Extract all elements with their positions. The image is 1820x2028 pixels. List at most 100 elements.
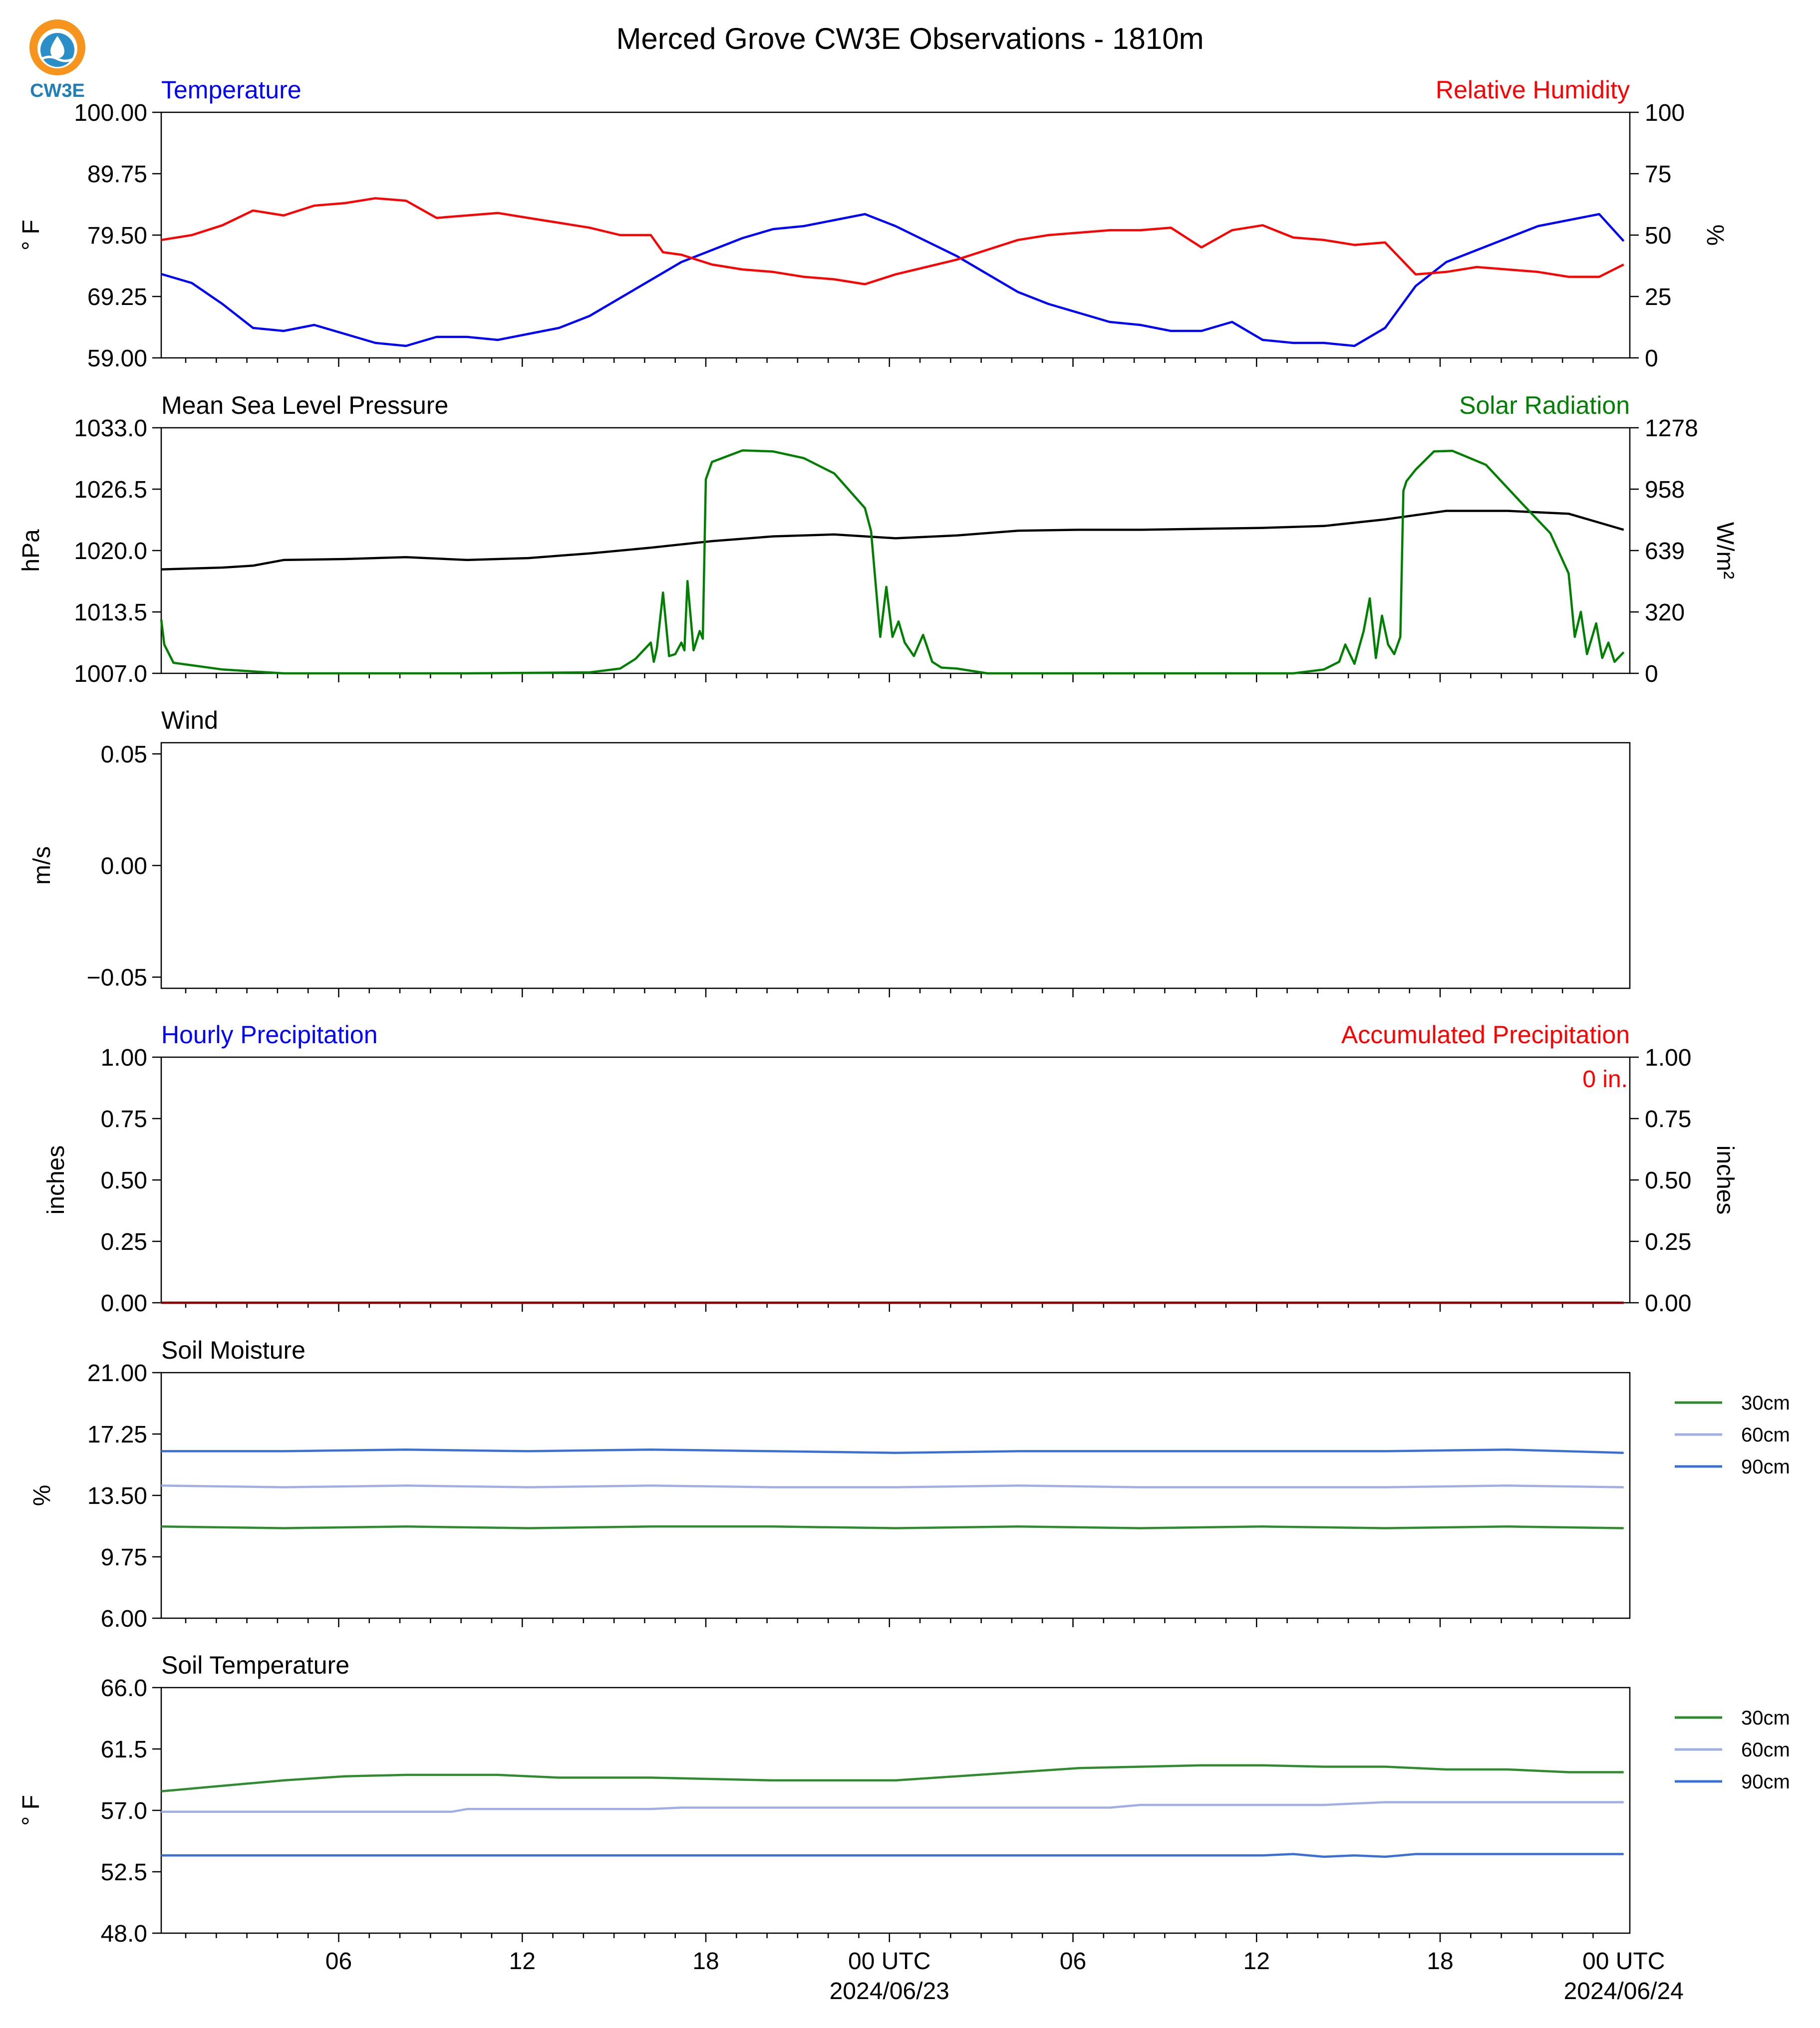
y-right-tick-label: 0 xyxy=(1645,345,1658,372)
y-tick-label: 21.00 xyxy=(87,1360,147,1387)
y-right-tick-label: 1278 xyxy=(1645,415,1698,442)
panel-title-left: Mean Sea Level Pressure xyxy=(161,391,448,419)
series-line-temperature xyxy=(161,213,1625,347)
panel-pressure_solar: Mean Sea Level Pressure Solar Radiation 10… xyxy=(18,391,1738,687)
y-tick-label: 1013.5 xyxy=(74,599,147,626)
logo-text: CW3E xyxy=(30,80,85,101)
y-tick-label: 0.00 xyxy=(101,853,147,879)
y-right-axis-label: inches xyxy=(1712,1146,1738,1215)
logo-drop-icon xyxy=(50,36,64,58)
panel-title-right: Solar Radiation xyxy=(1459,391,1630,419)
series-line-30cm xyxy=(161,1525,1624,1529)
time-axis-labels: 06 12 18 00 UTC 2024/06/23 06 12 18 00 UTC 2024/0… xyxy=(325,1948,1684,2005)
legend-label: 90cm xyxy=(1741,1456,1790,1478)
y-tick-label: 57.0 xyxy=(101,1798,147,1824)
y-tick-label: 1020.0 xyxy=(74,538,147,565)
y-tick-label: 79.50 xyxy=(87,223,147,249)
panel-title-right: Accumulated Precipitation xyxy=(1341,1021,1630,1049)
series-line-90cm xyxy=(161,1448,1624,1454)
y-right-tick-label: 639 xyxy=(1645,538,1685,565)
panels: Temperature Relative Humidity 100.00 89.75 7… xyxy=(18,76,1790,1947)
series-line-60cm xyxy=(161,1484,1624,1488)
y-tick-label: 1033.0 xyxy=(74,415,147,442)
y-tick-label: 89.75 xyxy=(87,161,147,188)
x-date-label: 2024/06/23 xyxy=(830,1978,949,2005)
y-tick-label: 52.5 xyxy=(101,1859,147,1886)
y-tick-label: 48.0 xyxy=(101,1921,147,1947)
y-axis-label: m/s xyxy=(29,846,55,884)
y-tick-label: 59.00 xyxy=(87,345,147,372)
y-axis-label: ° F xyxy=(18,1795,44,1826)
series-line-solar-radiation xyxy=(160,449,1625,675)
y-tick-label: 9.75 xyxy=(101,1544,147,1571)
panel-title-right: Relative Humidity xyxy=(1436,76,1630,104)
panel-soil_temperature: Soil Temperature 66.0 61.5 57.0 52.5 48.0 ° F 3… xyxy=(18,1651,1790,1947)
y-tick-label: 0.75 xyxy=(101,1106,147,1133)
y-tick-label: 1.00 xyxy=(101,1045,147,1071)
y-tick-label: 1007.0 xyxy=(74,661,147,687)
legend-label: 60cm xyxy=(1741,1739,1790,1761)
y-right-tick-label: 50 xyxy=(1645,223,1671,249)
panel-title-left: Hourly Precipitation xyxy=(161,1021,378,1049)
y-right-axis-label: % xyxy=(1702,225,1728,246)
panel-precip: Hourly Precipitation Accumulated Precipit… xyxy=(43,1021,1738,1317)
y-tick-label: 17.25 xyxy=(87,1422,147,1448)
legend-label: 30cm xyxy=(1741,1392,1790,1414)
y-right-tick-label: 75 xyxy=(1645,161,1671,188)
series-line-60cm xyxy=(161,1801,1624,1813)
legend-label: 30cm xyxy=(1741,1707,1790,1729)
y-axis-label: inches xyxy=(43,1146,69,1215)
y-right-tick-label: 320 xyxy=(1645,599,1685,626)
y-tick-label: 100.00 xyxy=(74,100,147,126)
x-tick-label: 18 xyxy=(1427,1948,1453,1975)
x-date-label: 2024/06/24 xyxy=(1564,1978,1684,2005)
y-right-tick-label: 0.75 xyxy=(1645,1106,1691,1133)
y-tick-label: 66.0 xyxy=(101,1675,147,1702)
y-right-tick-label: 0.25 xyxy=(1645,1229,1691,1255)
y-axis-label: % xyxy=(29,1485,55,1506)
accumulated-total-label: 0 in. xyxy=(1582,1066,1628,1093)
y-right-tick-label: 25 xyxy=(1645,284,1671,310)
series-line-30cm xyxy=(161,1764,1624,1792)
y-right-tick-label: 100 xyxy=(1645,100,1685,126)
y-axis-label: ° F xyxy=(18,220,44,251)
y-right-tick-label: 958 xyxy=(1645,477,1685,503)
x-tick-label: 12 xyxy=(509,1948,536,1975)
y-tick-label: −0.05 xyxy=(87,965,147,991)
y-tick-label: 69.25 xyxy=(87,284,147,310)
legend-label: 60cm xyxy=(1741,1424,1790,1446)
x-tick-label: 00 UTC xyxy=(848,1948,930,1975)
x-tick-label: 18 xyxy=(692,1948,719,1975)
y-right-tick-label: 0.00 xyxy=(1645,1290,1691,1317)
y-tick-label: 61.5 xyxy=(101,1737,147,1763)
panel-wind: Wind 0.05 0.00 −0.05 m/s xyxy=(29,706,1631,997)
y-right-tick-label: 0 xyxy=(1645,661,1658,687)
panel-title-left: Temperature xyxy=(161,76,302,104)
legend-label: 90cm xyxy=(1741,1771,1790,1793)
x-tick-label: 06 xyxy=(1060,1948,1086,1975)
panel-temp_rh: Temperature Relative Humidity 100.00 89.75 7… xyxy=(18,76,1728,372)
x-tick-label: 12 xyxy=(1243,1948,1270,1975)
panel-title-left: Soil Temperature xyxy=(161,1651,349,1679)
y-tick-label: 0.05 xyxy=(101,741,147,768)
y-tick-label: 0.00 xyxy=(101,1290,147,1317)
logo-wave-icon xyxy=(40,55,74,62)
x-tick-label: 00 UTC xyxy=(1582,1948,1665,1975)
y-right-axis-label: W/m² xyxy=(1712,522,1738,579)
series-line-relative-humidity xyxy=(161,197,1624,286)
cw3e-logo: CW3E xyxy=(29,19,85,101)
y-tick-label: 0.25 xyxy=(101,1229,147,1255)
series-line-90cm xyxy=(161,1853,1624,1858)
series-line-mean-sea-level-pressure xyxy=(161,510,1624,571)
y-axis-label: hPa xyxy=(18,529,44,572)
y-right-tick-label: 1.00 xyxy=(1645,1045,1691,1071)
y-right-tick-label: 0.50 xyxy=(1645,1167,1691,1194)
panel-soil_moisture: Soil Moisture 21.00 17.25 13.50 9.75 6.00% 30c… xyxy=(29,1336,1790,1632)
x-tick-label: 06 xyxy=(325,1948,352,1975)
y-tick-label: 0.50 xyxy=(101,1167,147,1194)
figure-title: Merced Grove CW3E Observations - 1810m xyxy=(616,22,1204,55)
y-tick-label: 1026.5 xyxy=(74,477,147,503)
y-tick-label: 6.00 xyxy=(101,1606,147,1632)
panel-title-left: Wind xyxy=(161,706,218,734)
